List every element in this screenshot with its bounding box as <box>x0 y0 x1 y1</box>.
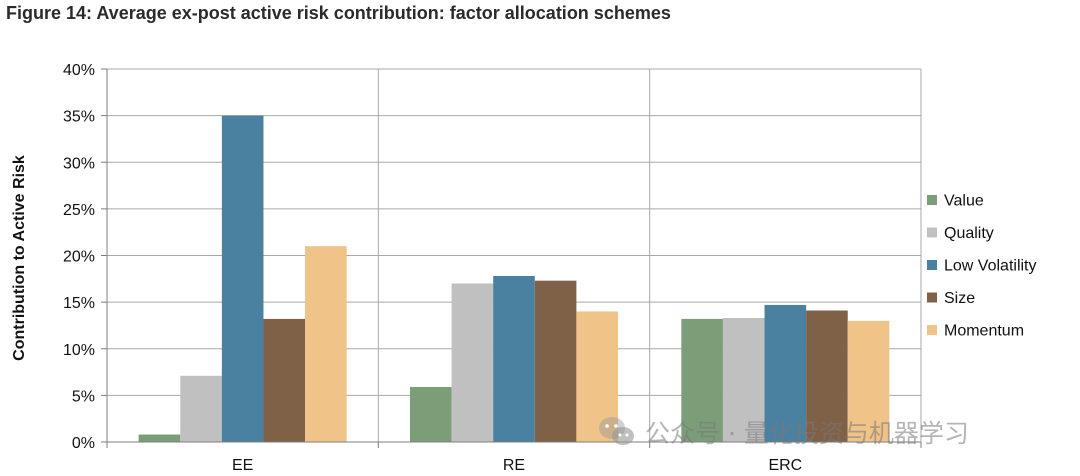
bar-size-erc <box>806 310 848 442</box>
legend-swatch <box>927 260 937 270</box>
axes <box>101 68 922 448</box>
y-tick-label: 35% <box>63 109 95 126</box>
y-tick-label: 25% <box>63 202 95 219</box>
legend-label: Momentum <box>944 323 1024 340</box>
legend-label: Low Volatility <box>944 258 1037 275</box>
bar-value-erc <box>681 318 723 442</box>
bar-low-volatility-ee <box>221 115 264 442</box>
legend-swatch <box>927 292 937 303</box>
category-separators <box>377 69 922 442</box>
bar-quality-re <box>451 283 494 442</box>
bar-value-re <box>410 386 452 442</box>
x-tick-label: ERC <box>768 457 802 474</box>
bar-quality-ee <box>180 375 222 442</box>
bars <box>138 115 890 442</box>
legend-label: Value <box>944 193 984 210</box>
legend-label: Quality <box>944 225 994 242</box>
bar-momentum-ee <box>305 246 347 442</box>
wechat-icon <box>597 415 637 449</box>
bar-quality-erc <box>722 317 765 442</box>
x-tick-label: EE <box>232 457 253 474</box>
y-tick-label: 20% <box>63 249 95 266</box>
bar-low-volatility-erc <box>764 304 807 442</box>
y-axis-label: Contribution to Active Risk <box>11 155 28 361</box>
bar-value-ee <box>138 434 181 442</box>
y-tick-labels: 0% 5% 10% 15% 20% 25% 30% 35% 40% <box>63 62 95 452</box>
y-tick-label: 5% <box>72 388 95 405</box>
bar-momentum-re <box>576 311 618 442</box>
x-tick-labels: EE RE ERC <box>232 457 802 474</box>
watermark-text: 公众号 · 量化投资与机器学习 <box>645 419 969 448</box>
y-tick-label: 0% <box>72 435 95 452</box>
legend-label: Size <box>944 290 975 307</box>
legend: Value Quality Low Volatility Size Momentum <box>927 193 1037 340</box>
bar-size-ee <box>263 318 306 442</box>
bar-size-re <box>534 280 577 442</box>
y-tick-label: 30% <box>63 155 95 172</box>
watermark: 公众号 · 量化投资与机器学习 <box>597 414 969 450</box>
legend-swatch <box>927 325 937 335</box>
bar-low-volatility-re <box>493 276 535 442</box>
y-tick-label: 15% <box>63 295 95 312</box>
legend-swatch <box>927 195 937 205</box>
figure-title: Figure 14: Average ex-post active risk c… <box>6 3 671 23</box>
bar-momentum-erc <box>847 320 890 442</box>
x-tick-label: RE <box>503 457 525 474</box>
legend-swatch <box>927 227 937 238</box>
y-tick-label: 10% <box>63 342 95 359</box>
y-tick-label: 40% <box>63 62 95 79</box>
